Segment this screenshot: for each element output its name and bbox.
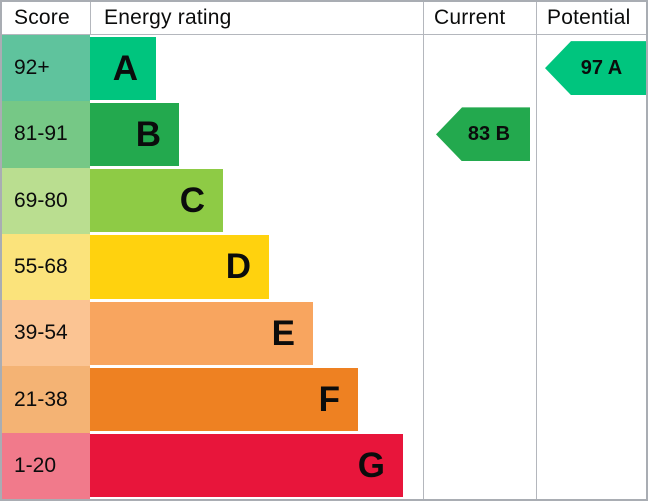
rating-cell-f: F [90,366,423,432]
current-cell-a [423,35,536,102]
potential-cell-d [536,233,646,301]
rating-cell-b: B [90,101,423,167]
band-row-f: 21-38 F [2,366,646,433]
band-letter-c: C [179,181,205,221]
current-cell-c [423,167,536,234]
header-row: Score Energy rating Current Potential [2,2,646,35]
score-range-b: 81-91 [2,101,90,168]
potential-cell-g [536,432,646,499]
rating-cell-e: E [90,300,423,366]
potential-cell-f [536,366,646,433]
band-bar-a: A [90,36,156,100]
band-bar-b: B [90,102,179,167]
band-letter-f: F [318,380,340,420]
potential-cell-a: 97 A [536,35,646,102]
current-cell-d [423,233,536,301]
potential-rating-label: 97 A [580,56,623,79]
current-cell-e [423,300,536,367]
band-row-a: 92+ A 97 A [2,35,646,102]
band-bar-f: F [90,367,358,432]
potential-cell-b [536,101,646,168]
current-arrow-wrap: 83 B [424,101,536,167]
score-range-c: 69-80 [2,167,90,234]
current-rating-label: 83 B [467,122,511,145]
score-range-e: 39-54 [2,300,90,367]
current-cell-g [423,432,536,499]
band-bar-c: C [90,169,223,233]
band-letter-g: G [357,446,385,486]
score-range-g: 1-20 [2,432,90,499]
rating-cell-d: D [90,234,423,300]
band-row-g: 1-20 G [2,432,646,499]
potential-arrow-wrap: 97 A [537,35,646,101]
band-bar-d: D [90,235,269,299]
current-cell-f [423,366,536,433]
header-potential: Potential [536,2,646,34]
band-row-b: 81-91 B 83 B [2,101,646,168]
band-letter-d: D [225,247,251,287]
header-current: Current [423,2,536,34]
score-range-a: 92+ [2,35,90,102]
band-letter-a: A [112,48,138,88]
band-letter-b: B [135,114,161,154]
potential-cell-c [536,167,646,234]
rating-cell-a: A [90,35,423,101]
band-row-c: 69-80 C [2,167,646,234]
band-row-d: 55-68 D [2,233,646,301]
rating-cell-c: C [90,168,423,234]
band-row-e: 39-54 E [2,300,646,367]
score-range-d: 55-68 [2,233,90,301]
potential-rating-arrow: 97 A [545,41,646,96]
band-bar-g: G [90,434,403,498]
current-cell-b: 83 B [423,101,536,168]
score-range-f: 21-38 [2,366,90,433]
header-energy-rating: Energy rating [90,2,423,34]
band-bar-e: E [90,301,313,365]
band-letter-e: E [271,313,295,353]
potential-cell-e [536,300,646,367]
current-rating-arrow: 83 B [436,107,530,162]
rating-cell-g: G [90,433,423,499]
header-score: Score [14,6,70,29]
